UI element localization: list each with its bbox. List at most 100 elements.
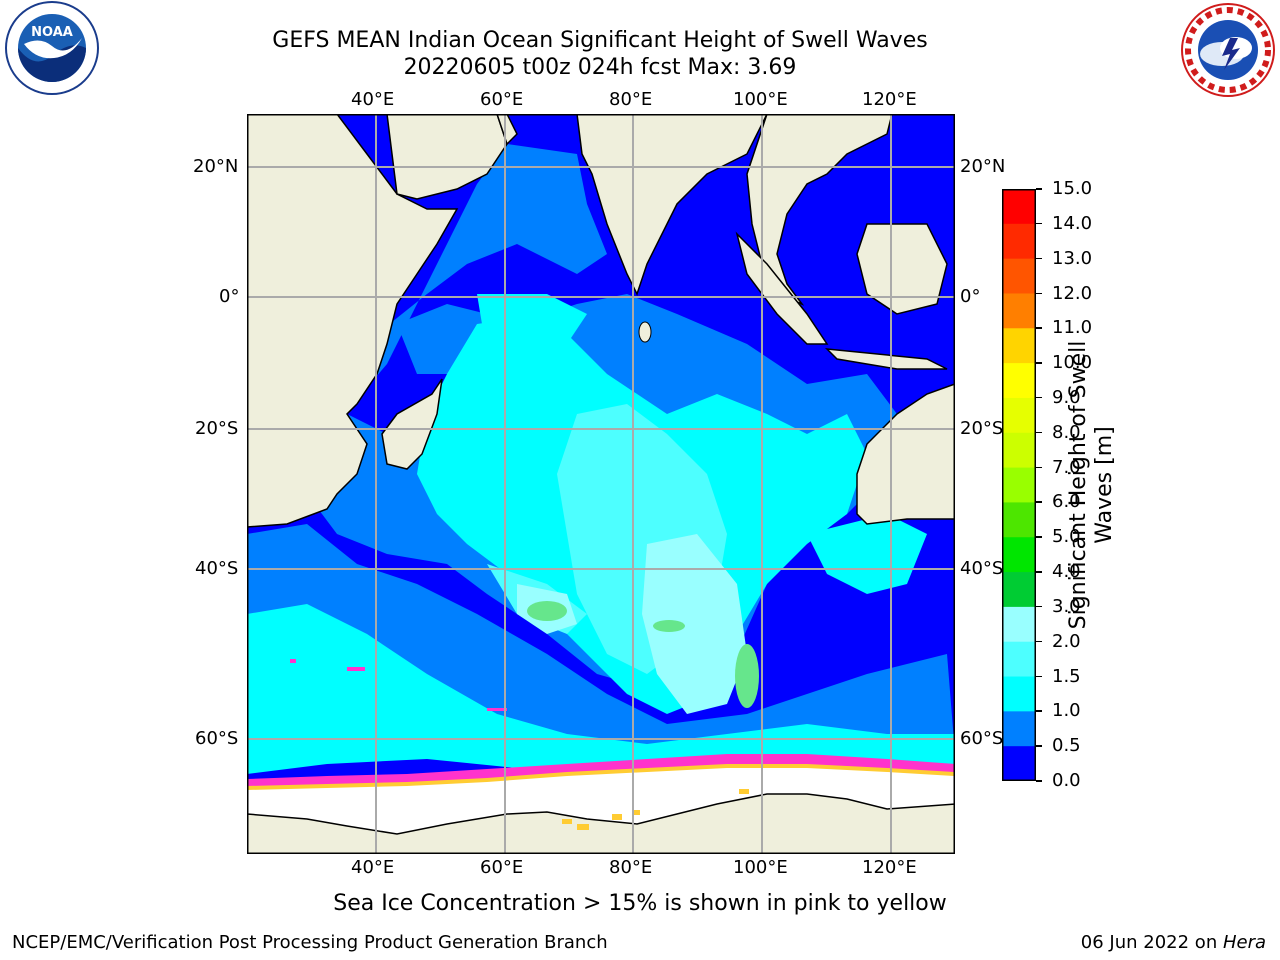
colorbar-tick-mark bbox=[1036, 675, 1042, 677]
colorbar-tick-mark bbox=[1036, 536, 1042, 538]
colorbar-tick-mark bbox=[1036, 745, 1042, 747]
lon-tick-bottom-100e: 100°E bbox=[733, 857, 788, 878]
colorbar bbox=[1002, 189, 1036, 782]
colorbar-tick-mark bbox=[1036, 640, 1042, 643]
lat-tick-left-20n: 20°N bbox=[193, 156, 239, 177]
java-land bbox=[824, 348, 948, 370]
lat-tick-left-20s: 20°S bbox=[195, 418, 239, 439]
national-weather-service-logo-icon bbox=[1178, 0, 1280, 100]
lon-tick-bottom-60e: 60°E bbox=[480, 857, 524, 878]
colorbar-tick-label: 14.0 bbox=[1052, 212, 1093, 234]
colorbar-swatch bbox=[1002, 537, 1036, 573]
swell-height-map bbox=[247, 114, 955, 854]
lat-tick-right-20s: 20°S bbox=[960, 418, 1004, 439]
colorbar-swatch bbox=[1002, 363, 1036, 399]
footer-host: Hera bbox=[1222, 932, 1266, 953]
colorbar-tick-mark bbox=[1036, 710, 1042, 712]
colorbar-tick-mark bbox=[1036, 396, 1042, 399]
colorbar-swatch bbox=[1002, 397, 1036, 434]
colorbar-tick-mark bbox=[1036, 501, 1042, 503]
lat-tick-right-20n: 20°N bbox=[960, 156, 1006, 177]
southeast-asia-land bbox=[746, 114, 893, 306]
antarctica-land bbox=[247, 793, 954, 853]
borneo-land bbox=[856, 223, 948, 315]
colorbar-swatch bbox=[1002, 467, 1036, 504]
map-frame bbox=[247, 114, 955, 854]
colorbar-tick-mark bbox=[1036, 571, 1042, 573]
india-land bbox=[576, 114, 768, 296]
colorbar-swatches bbox=[1002, 189, 1036, 782]
colorbar-tick-label: 1.0 bbox=[1052, 700, 1081, 722]
footer-date: 06 Jun 2022 on Hera bbox=[1081, 932, 1266, 954]
colorbar-swatch bbox=[1002, 293, 1036, 329]
colorbar-swatch bbox=[1002, 258, 1036, 295]
colorbar-tick-mark bbox=[1036, 466, 1042, 469]
lat-tick-left-0: 0° bbox=[219, 286, 240, 307]
lon-tick-top-60e: 60°E bbox=[480, 89, 524, 110]
colorbar-label: Significant Height of Swell Waves [m] bbox=[1066, 185, 1126, 785]
colorbar-swatch bbox=[1002, 223, 1036, 260]
colorbar-tick-label: 15.0 bbox=[1052, 178, 1093, 199]
colorbar-tick-mark bbox=[1036, 362, 1042, 364]
lon-tick-top-40e: 40°E bbox=[351, 89, 395, 110]
colorbar-tick-label: 1.5 bbox=[1052, 665, 1081, 687]
colorbar-tick-label: 0.5 bbox=[1052, 735, 1081, 757]
colorbar-tick-label: 3.0 bbox=[1052, 595, 1081, 617]
colorbar-swatch bbox=[1002, 432, 1036, 469]
colorbar-tick-mark bbox=[1036, 222, 1042, 225]
colorbar-label-line1: Significant Height of Swell bbox=[1066, 340, 1091, 630]
footer-credit: NCEP/EMC/Verification Post Processing Pr… bbox=[12, 932, 608, 953]
colorbar-frame bbox=[1002, 189, 1036, 781]
colorbar-tick-label: 0.0 bbox=[1052, 770, 1081, 791]
swell-3p0-4p0-region bbox=[527, 601, 759, 708]
africa-land bbox=[247, 114, 459, 528]
chart-title: GEFS MEAN Indian Ocean Significant Heigh… bbox=[272, 28, 928, 53]
sea-ice-caption: Sea Ice Concentration > 15% is shown in … bbox=[333, 891, 947, 916]
colorbar-tick-mark bbox=[1036, 605, 1042, 608]
lon-tick-top-100e: 100°E bbox=[733, 89, 788, 110]
colorbar-tick-label: 2.0 bbox=[1052, 630, 1081, 652]
colorbar-swatch bbox=[1002, 746, 1036, 782]
australia-land bbox=[856, 383, 954, 525]
colorbar-swatch bbox=[1002, 711, 1036, 747]
lon-tick-top-80e: 80°E bbox=[609, 89, 653, 110]
colorbar-swatch bbox=[1002, 502, 1036, 538]
lat-tick-right-40s: 40°S bbox=[960, 558, 1004, 579]
footer-date-text: 06 Jun 2022 on bbox=[1080, 932, 1223, 953]
colorbar-tick-label: 8.0 bbox=[1052, 421, 1081, 443]
chart-subtitle: 20220605 t00z 024h fcst Max: 3.69 bbox=[403, 55, 797, 80]
colorbar-tick-label: 5.0 bbox=[1052, 526, 1081, 548]
colorbar-swatch bbox=[1002, 328, 1036, 364]
lat-tick-right-60s: 60°S bbox=[960, 728, 1004, 749]
colorbar-tick-label: 11.0 bbox=[1052, 317, 1093, 339]
colorbar-tick-label: 13.0 bbox=[1052, 247, 1093, 269]
colorbar-tick-mark bbox=[1036, 257, 1042, 260]
lat-tick-right-0: 0° bbox=[960, 286, 981, 307]
noaa-logo-icon: NOAA bbox=[0, 0, 110, 100]
colorbar-swatch bbox=[1002, 641, 1036, 678]
colorbar-swatch bbox=[1002, 676, 1036, 712]
colorbar-tick-label: 6.0 bbox=[1052, 491, 1081, 513]
colorbar-tick-label: 12.0 bbox=[1052, 282, 1093, 304]
lon-tick-bottom-120e: 120°E bbox=[862, 857, 917, 878]
colorbar-tick-label: 7.0 bbox=[1052, 456, 1081, 478]
colorbar-tick-mark bbox=[1036, 327, 1042, 329]
colorbar-label-line2: Waves [m] bbox=[1092, 426, 1117, 544]
sri-lanka-land bbox=[638, 321, 652, 343]
antarctic-ice-speckles bbox=[562, 789, 749, 830]
graticule bbox=[247, 114, 954, 853]
lon-tick-top-120e: 120°E bbox=[862, 89, 917, 110]
colorbar-tick-label: 10.0 bbox=[1052, 352, 1093, 374]
lon-tick-bottom-80e: 80°E bbox=[609, 857, 653, 878]
colorbar-tick-mark bbox=[1036, 780, 1042, 782]
lat-tick-left-40s: 40°S bbox=[195, 558, 239, 579]
madagascar-land bbox=[381, 378, 443, 470]
colorbar-tick-label: 4.0 bbox=[1052, 561, 1081, 583]
colorbar-ticks: 15.0 14.0 13.0 12.0 11.0 10.0 9.0 8.0 7.0 6.0 5.0 4… bbox=[1036, 178, 1120, 799]
colorbar-swatch bbox=[1002, 606, 1036, 643]
colorbar-tick-mark bbox=[1036, 188, 1042, 190]
lat-tick-left-60s: 60°S bbox=[195, 728, 239, 749]
colorbar-tick-label: 9.0 bbox=[1052, 386, 1081, 408]
colorbar-swatch bbox=[1002, 572, 1036, 608]
map-plot bbox=[247, 114, 955, 854]
